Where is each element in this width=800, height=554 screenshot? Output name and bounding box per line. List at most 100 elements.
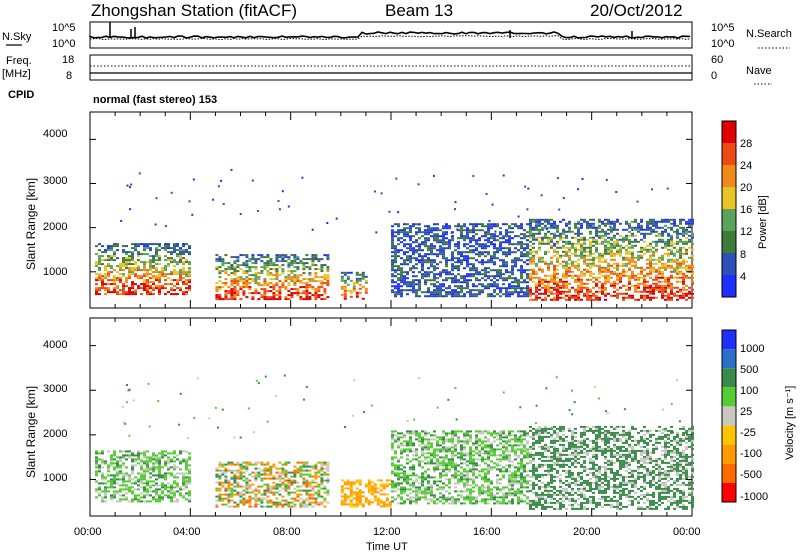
velocity-cell — [454, 446, 457, 449]
velocity-cell — [230, 469, 234, 472]
power-cell — [314, 254, 318, 257]
power-cell — [113, 287, 116, 290]
power-cell — [299, 274, 303, 277]
power-cell — [601, 254, 604, 257]
power-cell — [281, 264, 285, 267]
power-cell — [466, 279, 469, 282]
velocity-cell — [239, 469, 243, 472]
power-cb-tick-16: 16 — [740, 204, 753, 216]
velocity-cell — [233, 463, 237, 466]
velocity-cell — [349, 495, 353, 498]
velocity-cell — [463, 452, 466, 455]
power-cell — [664, 286, 667, 289]
power-cell — [607, 242, 610, 245]
velocity-cell — [140, 492, 143, 495]
power-cell — [149, 247, 152, 250]
power-cell — [586, 264, 589, 267]
power-cell — [457, 267, 460, 270]
power-cell — [649, 296, 652, 299]
velocity-cell — [278, 473, 282, 476]
power-cell — [496, 271, 499, 274]
power-cell — [278, 286, 282, 289]
velocity-cell — [95, 490, 98, 493]
velocity-cell — [167, 472, 170, 475]
power-cell — [188, 267, 191, 270]
power-cell — [673, 218, 676, 221]
power-cell — [493, 253, 496, 256]
power-cell — [397, 251, 400, 254]
power-cell — [137, 265, 140, 268]
power-cell — [583, 246, 586, 249]
velocity-cell — [427, 438, 430, 441]
power-cell — [568, 288, 571, 291]
power-cell — [577, 242, 580, 245]
power-cell — [134, 245, 137, 248]
velocity-cell — [379, 501, 383, 504]
power-cell — [107, 265, 110, 268]
power-cell — [466, 287, 469, 290]
power-cell — [442, 231, 445, 234]
velocity-cell — [149, 500, 152, 503]
power-cell — [562, 264, 565, 267]
power-cell — [463, 275, 466, 278]
velocity-cell — [161, 476, 164, 479]
power-cell — [568, 228, 571, 231]
power-cell — [182, 263, 185, 266]
velocity-cell — [466, 442, 469, 445]
power-cell — [155, 253, 158, 256]
power-cell — [529, 230, 532, 233]
power-cell — [514, 243, 517, 246]
power-cell — [281, 286, 285, 289]
power-cell — [505, 277, 508, 280]
power-cell — [128, 277, 131, 280]
power-cell — [119, 267, 122, 270]
power-cell — [514, 289, 517, 292]
velocity-cell — [412, 454, 415, 457]
power-cell — [625, 292, 628, 295]
power-cell — [346, 271, 350, 274]
power-cell — [400, 263, 403, 266]
power-cell — [358, 283, 362, 286]
velocity-cell — [439, 448, 442, 451]
power-cell — [583, 240, 586, 243]
velocity-cell — [427, 448, 430, 451]
power-cell — [556, 230, 559, 233]
power-cell — [266, 264, 270, 267]
power-cell — [682, 226, 685, 229]
power-cell — [346, 275, 350, 278]
power-cell — [140, 293, 143, 296]
power-cell — [472, 225, 475, 228]
velocity-cell — [427, 432, 430, 435]
power-cell — [583, 236, 586, 239]
velocity-cell — [113, 452, 116, 455]
power-cell — [343, 271, 347, 274]
power-cell — [260, 272, 264, 275]
xtick-1600: 16:00 — [473, 526, 501, 538]
velocity-cell — [224, 475, 228, 478]
power-cell — [248, 268, 252, 271]
power-cell — [302, 264, 306, 267]
velocity-cell — [311, 497, 315, 500]
velocity-cell — [391, 472, 394, 475]
velocity-cell — [263, 463, 267, 466]
power-cell — [439, 287, 442, 290]
power-cell — [640, 238, 643, 241]
power-cell — [248, 282, 252, 285]
velocity-cell — [433, 500, 436, 503]
velocity-cell — [182, 450, 185, 453]
velocity-cell — [290, 471, 294, 474]
velocity-cell — [164, 474, 167, 477]
power-cell — [149, 261, 152, 264]
velocity-cell — [454, 498, 457, 501]
velocity-cell — [269, 469, 273, 472]
power-cell — [406, 231, 409, 234]
power-cell — [505, 261, 508, 264]
power-cell — [664, 218, 667, 221]
power-cell — [679, 218, 682, 221]
power-cell — [625, 258, 628, 261]
power-cell — [491, 203, 494, 206]
power-cell — [631, 250, 634, 253]
velocity-cell — [430, 446, 433, 449]
power-cell — [418, 261, 421, 264]
power-cell — [667, 226, 670, 229]
